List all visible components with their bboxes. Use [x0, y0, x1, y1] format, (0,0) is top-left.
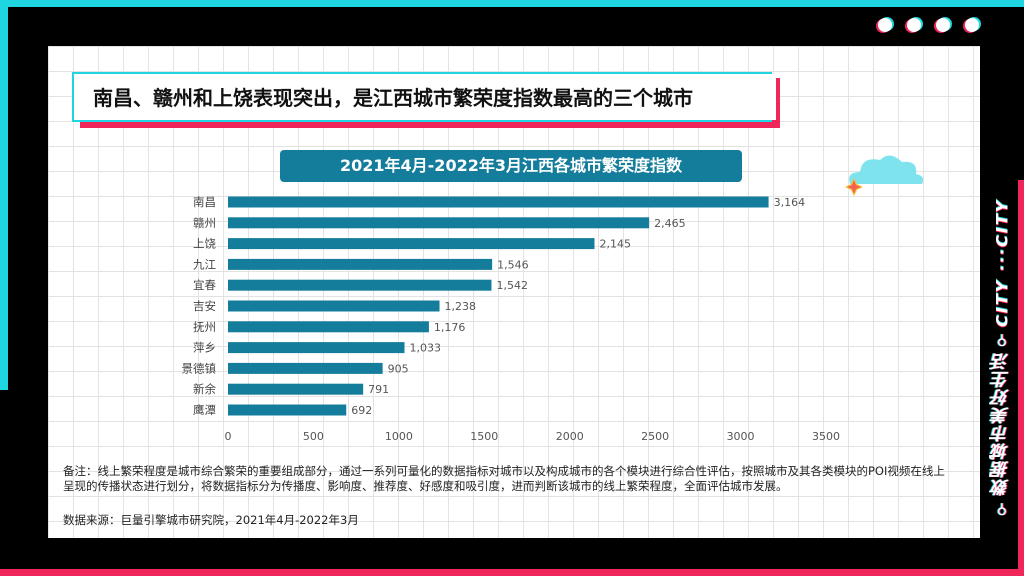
dot-icon [878, 18, 892, 32]
category-label: 鹰潭 [193, 403, 216, 417]
frame-bottom-border [0, 569, 1024, 576]
headline-inner [76, 74, 776, 120]
dot-icon [965, 18, 979, 32]
bar-景德镇 [228, 362, 383, 374]
value-label: 1,542 [496, 279, 527, 292]
value-label: 791 [368, 383, 389, 396]
x-tick-label: 2000 [556, 430, 584, 443]
bar-南昌 [228, 196, 769, 208]
x-tick-label: 1500 [470, 430, 498, 443]
x-tick-label: 1000 [385, 430, 413, 443]
window-dots [878, 18, 979, 32]
category-label: 吉安 [193, 299, 216, 313]
category-label: 宜春 [193, 278, 216, 292]
value-label: 905 [388, 362, 409, 375]
value-label: 1,033 [409, 342, 441, 355]
chart-title: 2021年4月-2022年3月江西各城市繁荣度指数 [280, 150, 742, 182]
frame-right-border [1018, 180, 1024, 576]
headline: 南昌、赣州和上饶表现突出，是江西城市繁荣度指数最高的三个城市 [93, 86, 693, 110]
frame-left-border [0, 0, 8, 390]
x-tick-label: 3000 [727, 430, 755, 443]
bar-萍乡 [228, 342, 405, 354]
category-label: 南昌 [193, 195, 216, 209]
value-label: 3,164 [774, 196, 806, 209]
value-label: 2,145 [599, 238, 631, 251]
bar-九江 [228, 258, 493, 270]
content-panel [48, 46, 980, 538]
x-tick-label: 0 [225, 430, 232, 443]
source-text: 数据来源：巨量引擎城市研究院，2021年4月-2022年3月 [63, 513, 359, 527]
bar-吉安 [228, 300, 440, 312]
value-label: 692 [351, 404, 372, 417]
x-tick-label: 3500 [812, 430, 840, 443]
note-text: 备注：线上繁荣程度是城市综合繁荣的重要组成部分，通过一系列可量化的数据指标对城市… [63, 464, 945, 493]
frame-top-border [0, 0, 1024, 7]
category-label: 新余 [193, 382, 216, 396]
bar-宜春 [228, 279, 492, 291]
category-label: 上饶 [193, 237, 216, 251]
value-label: 1,176 [434, 321, 466, 334]
value-label: 2,465 [654, 217, 686, 230]
x-tick-label: 500 [303, 430, 324, 443]
cloud-icon [845, 155, 924, 196]
dot-icon [936, 18, 950, 32]
category-label: 抚州 [193, 320, 216, 334]
category-label: 九江 [193, 257, 216, 271]
bar-新余 [228, 383, 364, 395]
x-tick-label: 2500 [641, 430, 669, 443]
bar-赣州 [228, 217, 650, 229]
bar-抚州 [228, 321, 429, 333]
category-label: 赣州 [193, 216, 216, 230]
bar-鹰潭 [228, 404, 347, 416]
value-label: 1,546 [497, 258, 529, 271]
dot-icon [907, 18, 921, 32]
category-label: 萍乡 [193, 341, 216, 355]
bar-上饶 [228, 238, 595, 250]
category-label: 景德镇 [182, 361, 217, 375]
value-label: 1,238 [445, 300, 477, 313]
